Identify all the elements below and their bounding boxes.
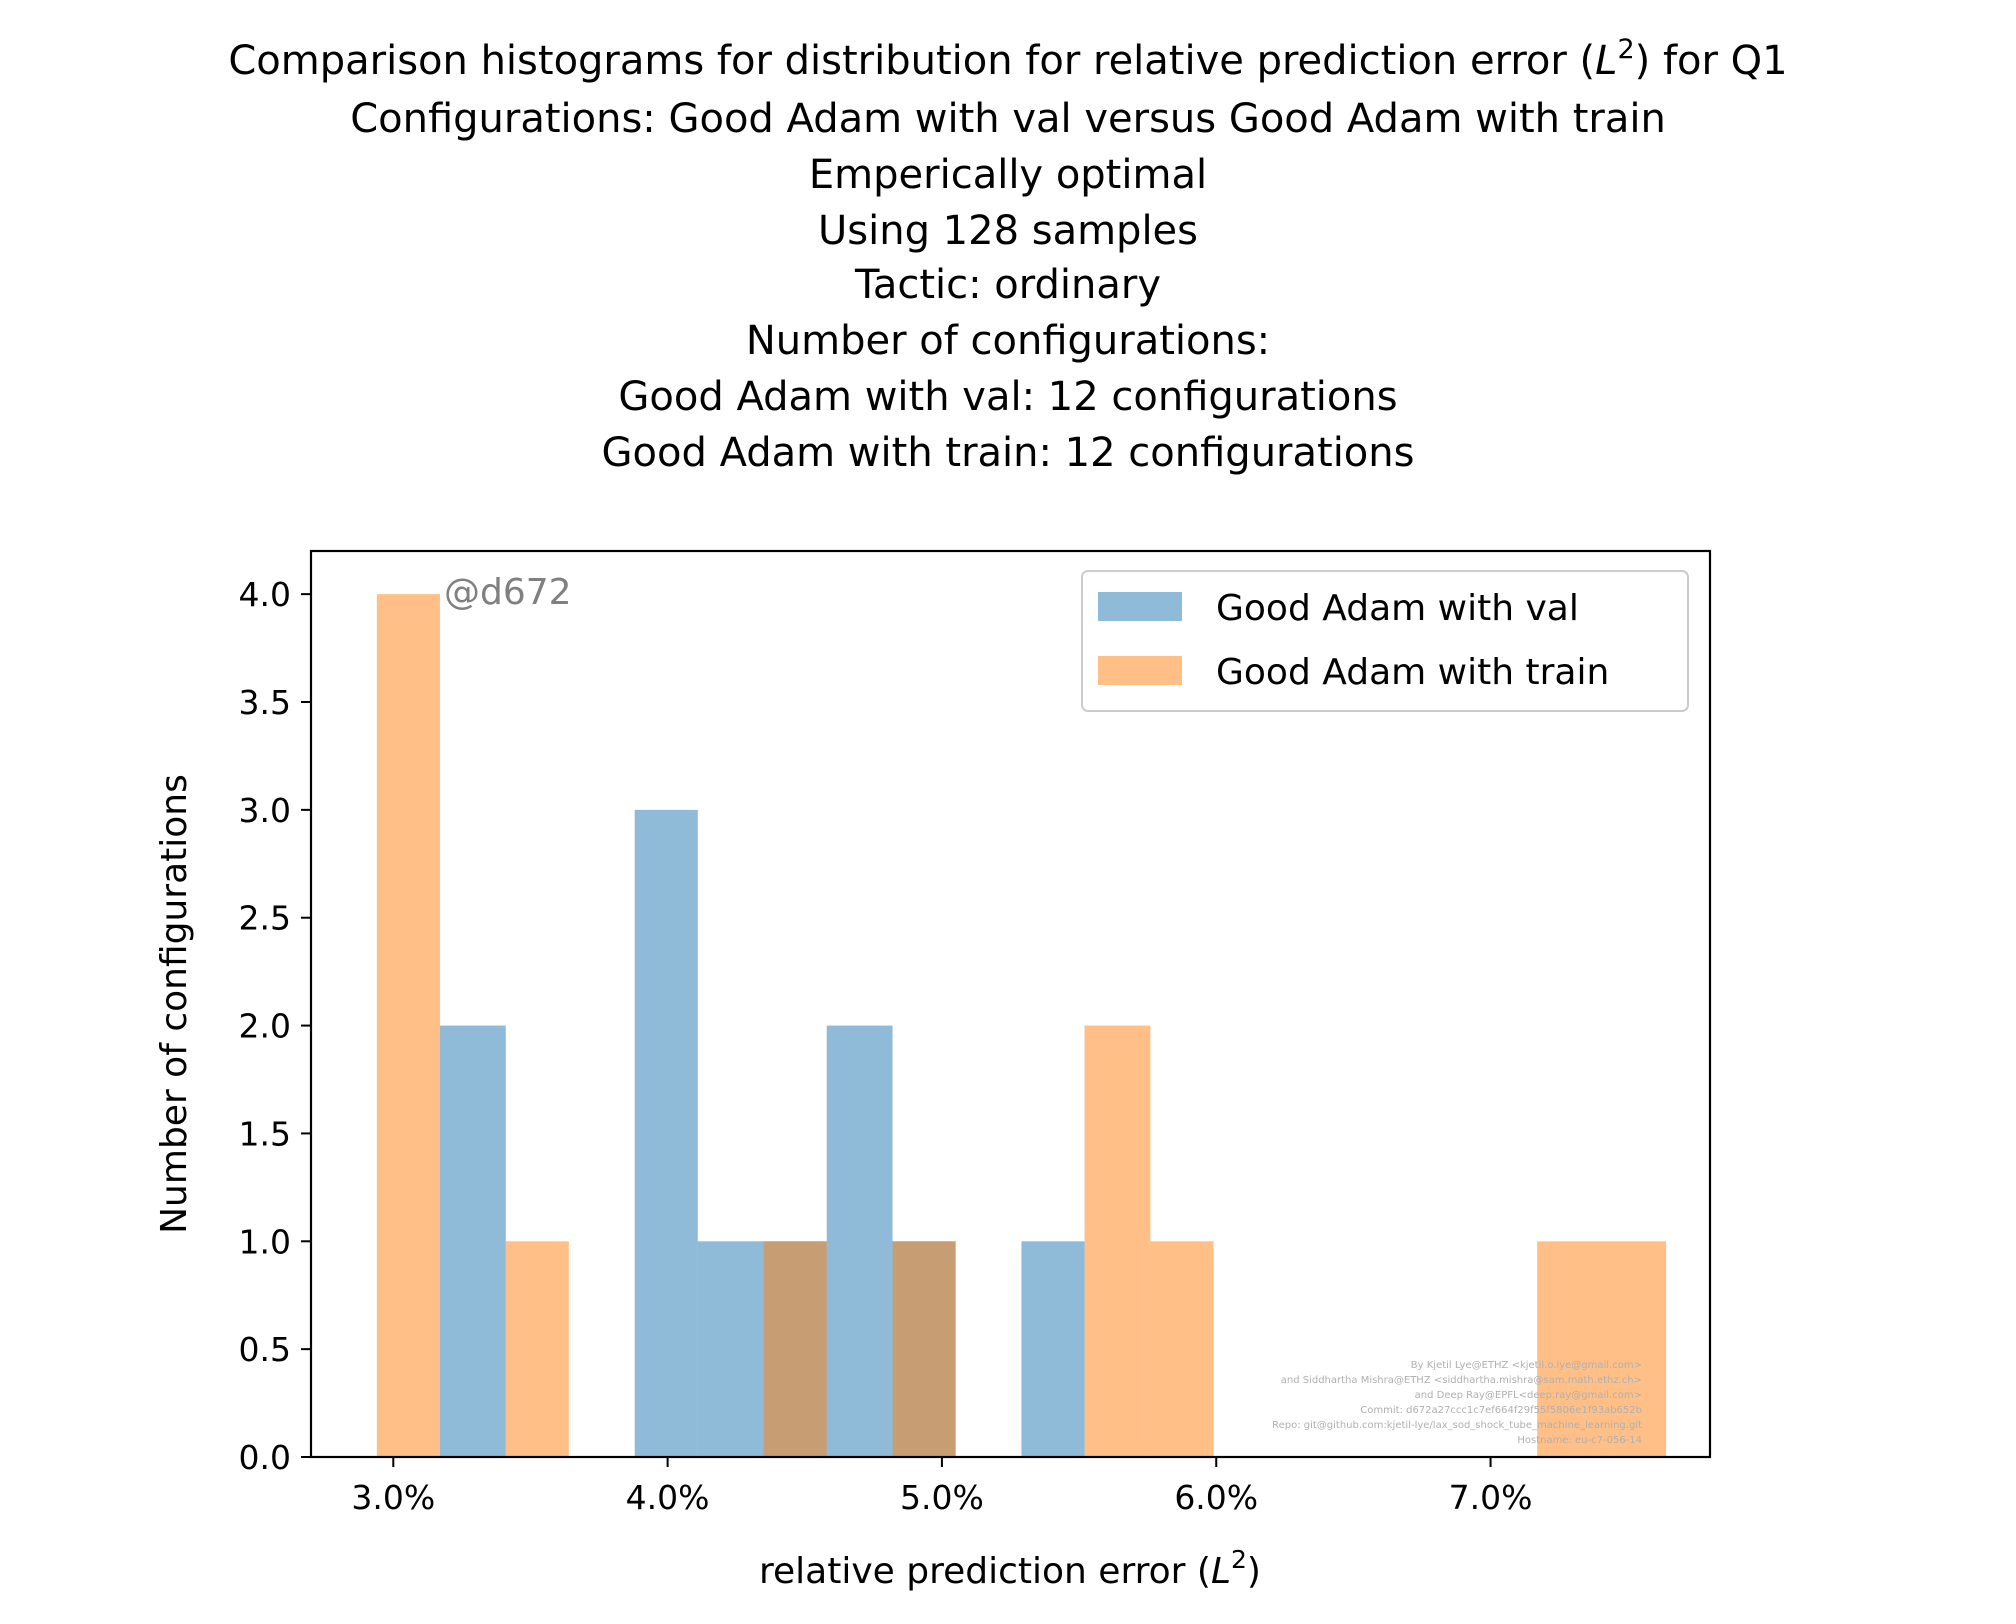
histogram-bar-train-5 (1150, 1241, 1214, 1457)
y-tick-label: 4.0 (239, 575, 291, 614)
legend: Good Adam with val Good Adam with train (1081, 570, 1689, 712)
credits-block: By Kjetil Lye@ETHZ <kjetil.o.lye@gmail.c… (1272, 1360, 1642, 1446)
title-line-8: Good Adam with train: 12 configurations (602, 430, 1415, 476)
x-axis-label: relative prediction error (L2) (759, 1545, 1261, 1592)
y-tick-label: 0.0 (239, 1438, 291, 1477)
histogram-bar-val-0 (439, 1025, 506, 1457)
title-line-5: Tactic: ordinary (854, 262, 1161, 308)
y-axis-label: Number of configurations (154, 774, 195, 1234)
title-line-6: Number of configurations: (746, 318, 1270, 364)
histogram-bar-train-4 (1084, 1025, 1151, 1457)
y-axis-ticks: 0.0 0.5 1.0 1.5 2.0 2.5 3.0 3.5 4.0 (239, 575, 311, 1477)
histogram-bar-val-4 (826, 1025, 893, 1457)
histogram-bar-val-2 (697, 1241, 764, 1457)
histogram-bar-train-3 (892, 1241, 956, 1457)
x-tick-label: 3.0% (351, 1478, 435, 1517)
title-line-4: Using 128 samples (818, 208, 1198, 254)
legend-label-val: Good Adam with val (1216, 588, 1579, 629)
histogram-bar-val-6 (1021, 1241, 1085, 1457)
plot-area: 3.0% 4.0% 5.0% 6.0% 7.0% 0.0 0.5 1.0 1.5 2.0 2.5 3… (239, 549, 1712, 1517)
histogram-bar-train-6 (1537, 1241, 1667, 1457)
credit-line-5: Repo: git@github.com:kjetil-lye/lax_sod_… (1272, 1420, 1642, 1431)
credit-line-1: By Kjetil Lye@ETHZ <kjetil.o.lye@gmail.c… (1411, 1360, 1642, 1371)
legend-swatch-train (1098, 656, 1182, 685)
title-line-3: Emperically optimal (809, 152, 1207, 198)
x-tick-label: 4.0% (626, 1478, 710, 1517)
y-tick-label: 2.5 (239, 899, 291, 938)
histogram-bar-val-1 (634, 809, 698, 1457)
y-tick-label: 2.0 (239, 1007, 291, 1046)
credit-line-3: and Deep Ray@EPFL<deep.ray@gmail.com> (1415, 1390, 1642, 1401)
x-tick-label: 6.0% (1174, 1478, 1258, 1517)
histogram-bar-train-2 (763, 1241, 827, 1457)
x-axis-ticks: 3.0% 4.0% 5.0% 6.0% 7.0% (351, 1457, 1532, 1517)
legend-label-train: Good Adam with train (1216, 652, 1609, 693)
histogram-bars (376, 594, 1667, 1457)
y-tick-label: 3.5 (239, 683, 291, 722)
histogram-bar-train-1 (505, 1241, 569, 1457)
legend-swatch-val (1098, 592, 1182, 621)
x-tick-label: 5.0% (900, 1478, 984, 1517)
chart-title: Comparison histograms for distribution f… (228, 34, 1787, 476)
axes-frame (309, 549, 1712, 1459)
credit-line-6: Hostname: eu-c7-056-14 (1517, 1435, 1642, 1446)
legend-frame (1081, 570, 1689, 712)
title-line-2: Configurations: Good Adam with val versu… (350, 96, 1666, 142)
title-line-1: Comparison histograms for distribution f… (228, 34, 1787, 84)
credit-line-4: Commit: d672a27ccc1c7ef664f29f55f5806e1f… (1360, 1405, 1642, 1416)
title-line-7: Good Adam with val: 12 configurations (618, 374, 1397, 420)
histogram-bar-train-0 (376, 594, 440, 1457)
x-tick-label: 7.0% (1449, 1478, 1533, 1517)
y-tick-label: 1.0 (239, 1222, 291, 1261)
credit-line-2: and Siddhartha Mishra@ETHZ <siddhartha.m… (1281, 1375, 1642, 1386)
y-tick-label: 0.5 (239, 1330, 291, 1369)
y-tick-label: 1.5 (239, 1114, 291, 1153)
watermark-text: @d672 (444, 572, 572, 613)
y-tick-label: 3.0 (239, 791, 291, 830)
